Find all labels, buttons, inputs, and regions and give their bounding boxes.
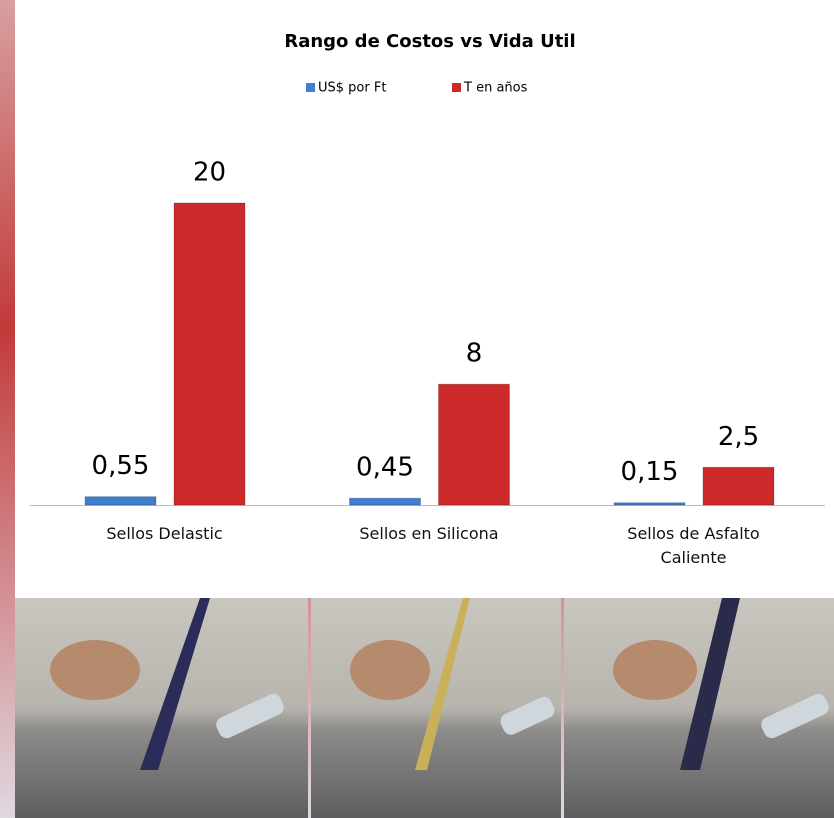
bar: [173, 202, 246, 506]
photo-shape: [761, 693, 829, 739]
legend-swatch: [452, 83, 461, 92]
photo-shape: [140, 598, 210, 770]
legend-label: T en años: [463, 81, 528, 96]
photo-shape: [350, 640, 430, 700]
photo-shape: [613, 640, 697, 700]
chart-panel: [15, 0, 834, 598]
bar: [349, 497, 421, 506]
legend-swatch: [306, 83, 315, 92]
photo-shape: [216, 693, 284, 739]
bar: [84, 496, 157, 506]
x-tick-label-box: Sellos en Silicona: [359, 524, 499, 543]
data-label: 2,5: [718, 422, 759, 452]
bar: [613, 502, 686, 506]
chart-title: Rango de Costos vs Vida Util: [284, 31, 575, 52]
x-tick-label-box: Sellos Delastic: [106, 524, 223, 543]
photo-shape: [415, 598, 470, 770]
x-tick-label: Sellos Delastic: [106, 524, 223, 543]
x-tick-label-box: Sellos de Asfalto Caliente: [627, 524, 760, 567]
bar: [438, 383, 510, 506]
data-label: 0,45: [356, 453, 414, 483]
photo-shape: [680, 598, 740, 770]
bar: [702, 466, 775, 506]
photo-shape: [50, 640, 140, 700]
data-label: 20: [193, 158, 226, 188]
data-label: 8: [466, 339, 483, 369]
legend-label: US$ por Ft: [318, 81, 386, 96]
photo-shape: [500, 696, 555, 735]
x-tick-label: Sellos en Silicona: [359, 524, 499, 543]
data-label: 0,55: [92, 451, 150, 481]
photos: [15, 598, 834, 818]
x-tick-label: Sellos de Asfalto Caliente: [627, 524, 760, 567]
data-label: 0,15: [621, 457, 679, 487]
